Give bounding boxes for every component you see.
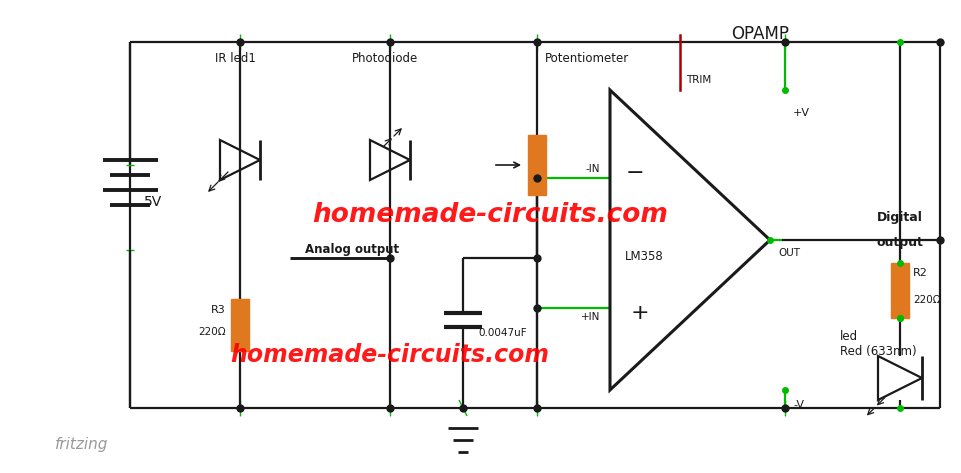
Text: led: led	[840, 330, 858, 343]
Text: homemade-circuits.com: homemade-circuits.com	[312, 202, 668, 228]
Text: +: +	[630, 303, 650, 323]
Text: −: −	[626, 163, 644, 183]
Text: Analog output: Analog output	[305, 243, 399, 256]
Text: OUT: OUT	[778, 248, 800, 258]
Bar	[528, 135, 546, 195]
Text: Digital: Digital	[877, 211, 923, 224]
Text: R2: R2	[913, 268, 928, 278]
Text: TRIM: TRIM	[686, 75, 711, 85]
Text: +IN: +IN	[580, 312, 600, 322]
Text: R3: R3	[211, 305, 226, 315]
Text: output: output	[876, 236, 924, 249]
Bar	[231, 299, 249, 351]
Text: fritzing: fritzing	[55, 437, 109, 452]
Text: Photodiode: Photodiode	[352, 52, 418, 65]
Text: IR led1: IR led1	[214, 52, 256, 65]
Text: 220Ω: 220Ω	[913, 295, 941, 305]
Bar	[891, 263, 909, 317]
Text: Red (633nm): Red (633nm)	[840, 345, 917, 358]
Text: 5V: 5V	[144, 195, 162, 209]
Text: homemade-circuits.com: homemade-circuits.com	[231, 343, 550, 367]
Text: Potentiometer: Potentiometer	[545, 52, 629, 65]
Text: -IN: -IN	[585, 164, 600, 174]
Text: -V: -V	[793, 400, 804, 410]
Text: +V: +V	[793, 108, 810, 118]
Text: 220Ω: 220Ω	[198, 327, 226, 337]
Text: LM358: LM358	[625, 250, 664, 263]
Text: OPAMP: OPAMP	[731, 25, 789, 43]
Text: 0.0047uF: 0.0047uF	[478, 328, 527, 338]
